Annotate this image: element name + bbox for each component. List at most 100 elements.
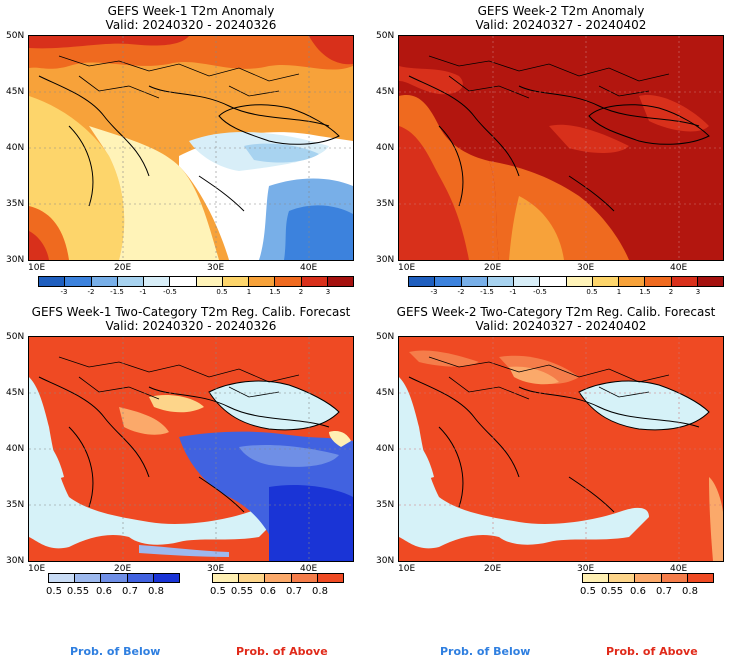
colorbar-label: -1.5 <box>480 288 494 296</box>
temperature-anomaly-map-icon <box>399 36 723 260</box>
colorbar-swatch <box>101 574 128 582</box>
lon-label: 10E <box>398 564 416 574</box>
colorbar-swatch <box>249 277 276 286</box>
colorbar-swatch <box>409 277 436 286</box>
prob-above-legend: Prob. of Above <box>236 645 328 658</box>
colorbar-swatch <box>265 574 292 582</box>
colorbar-label: 0.7 <box>656 586 672 597</box>
colorbar-label: 0.7 <box>286 586 302 597</box>
prob-above-colorbar-2: 0.5 0.55 0.6 0.7 0.8 <box>580 573 714 599</box>
colorbar-label: 0.55 <box>600 586 624 597</box>
lat-label: 45N <box>6 388 25 398</box>
lon-label: 10E <box>28 263 46 273</box>
colorbar-swatch <box>592 277 619 286</box>
lat-label: 45N <box>376 388 395 398</box>
colorbar-swatch <box>39 277 66 286</box>
panel2-valid: Valid: 20240327 - 20240402 <box>475 18 647 32</box>
colorbar-swatch <box>661 574 688 582</box>
colorbar-label: 0.8 <box>682 586 698 597</box>
colorbar-label: 0.5 <box>216 288 228 296</box>
colorbar-swatch <box>687 574 714 582</box>
colorbar-label: 0.7 <box>122 586 138 597</box>
panel1-map <box>28 35 354 261</box>
lat-label: 30N <box>6 556 25 566</box>
colorbar-swatch <box>153 574 180 582</box>
colorbar-swatch <box>435 277 462 286</box>
colorbar-label: 3 <box>695 288 701 296</box>
temperature-anomaly-map-icon <box>29 36 353 260</box>
panel2-map <box>398 35 724 261</box>
panel3-valid: Valid: 20240320 - 20240326 <box>105 319 277 333</box>
lon-label: 40E <box>300 263 318 273</box>
colorbar-label: 0.6 <box>260 586 276 597</box>
lon-label: 30E <box>577 564 595 574</box>
lat-label: 45N <box>6 87 25 97</box>
colorbar-swatch <box>144 277 171 286</box>
colorbar-label: -2 <box>87 288 95 296</box>
prob-above-legend: Prob. of Above <box>606 645 698 658</box>
lat-label: 40N <box>6 444 25 454</box>
prob-below-legend: Prob. of Below <box>440 645 531 658</box>
colorbar-label: 0.55 <box>66 586 90 597</box>
lon-label: 30E <box>207 263 225 273</box>
colorbar-label: 0.55 <box>230 586 254 597</box>
lat-label: 40N <box>6 143 25 153</box>
colorbar-swatch <box>671 277 698 286</box>
colorbar-swatch <box>327 277 353 286</box>
colorbar-label: 2 <box>298 288 304 296</box>
colorbar-label: 1 <box>616 288 622 296</box>
colorbar-swatch <box>514 277 541 286</box>
anomaly-colorbar-swatches <box>38 276 354 287</box>
colorbar-swatch <box>291 574 318 582</box>
colorbar-swatch <box>170 277 197 286</box>
colorbar-swatch <box>91 277 118 286</box>
colorbar-swatch <box>566 277 593 286</box>
lon-label: 30E <box>577 263 595 273</box>
colorbar-label: 0.5 <box>46 586 62 597</box>
lat-label: 40N <box>376 444 395 454</box>
colorbar-swatch <box>583 574 610 582</box>
prob-below-legend: Prob. of Below <box>70 645 161 658</box>
lat-label: 50N <box>376 332 395 342</box>
colorbar-swatch <box>635 574 662 582</box>
prob-below-colorbar-1: 0.5 0.55 0.6 0.7 0.8 <box>46 573 180 599</box>
lat-label: 30N <box>376 255 395 265</box>
panel3-title: GEFS Week-1 Two-Category T2m Reg. Calib.… <box>31 305 351 319</box>
prob-above-swatches <box>212 573 344 583</box>
colorbar-swatch <box>127 574 154 582</box>
colorbar-label: 0.5 <box>580 586 596 597</box>
lon-label: 20E <box>484 263 502 273</box>
colorbar-label: 0.5 <box>210 586 226 597</box>
colorbar-label: 0.6 <box>630 586 646 597</box>
colorbar-label: -2 <box>457 288 465 296</box>
colorbar-label: 0.8 <box>148 586 164 597</box>
colorbar-label: 2 <box>668 288 674 296</box>
lon-label: 40E <box>670 564 688 574</box>
prob-above-colorbar-1: 0.5 0.55 0.6 0.7 0.8 <box>210 573 344 599</box>
colorbar-label: -1 <box>139 288 147 296</box>
colorbar-swatch <box>645 277 672 286</box>
colorbar-label: 0.8 <box>312 586 328 597</box>
lon-label: 10E <box>28 564 46 574</box>
lon-label: 30E <box>207 564 225 574</box>
lat-label: 30N <box>6 255 25 265</box>
colorbar-label: 0.6 <box>96 586 112 597</box>
panel2-title: GEFS Week-2 T2m Anomaly <box>477 4 645 18</box>
lon-label: 20E <box>114 564 132 574</box>
panel4-valid: Valid: 20240327 - 20240402 <box>475 319 647 333</box>
colorbar-label: -0.5 <box>533 288 547 296</box>
panel1-title: GEFS Week-1 T2m Anomaly <box>107 4 275 18</box>
colorbar-label: -3 <box>60 288 68 296</box>
lat-label: 40N <box>376 143 395 153</box>
lat-label: 30N <box>376 556 395 566</box>
lon-label: 20E <box>114 263 132 273</box>
lat-label: 35N <box>6 199 25 209</box>
colorbar-swatch <box>65 277 92 286</box>
lon-label: 40E <box>300 564 318 574</box>
colorbar-label: 1.5 <box>269 288 281 296</box>
lat-label: 50N <box>6 31 25 41</box>
colorbar-label: -1 <box>509 288 517 296</box>
colorbar-swatch <box>609 574 636 582</box>
probability-forecast-map-icon <box>29 337 353 561</box>
colorbar-swatch <box>697 277 723 286</box>
